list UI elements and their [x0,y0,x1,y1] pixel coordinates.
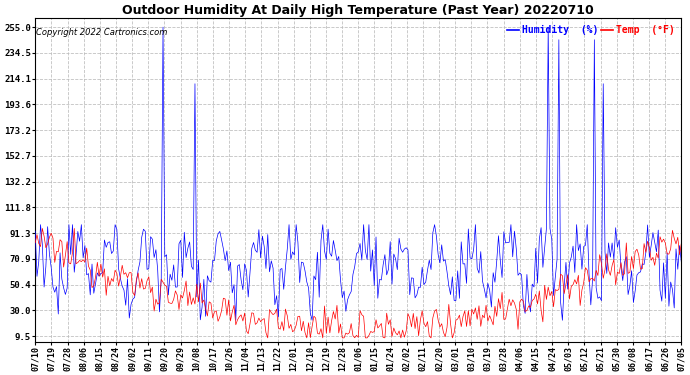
Title: Outdoor Humidity At Daily High Temperature (Past Year) 20220710: Outdoor Humidity At Daily High Temperatu… [122,4,594,17]
Text: Copyright 2022 Cartronics.com: Copyright 2022 Cartronics.com [36,28,167,37]
Legend: Humidity  (%), Temp  (°F): Humidity (%), Temp (°F) [505,23,676,37]
